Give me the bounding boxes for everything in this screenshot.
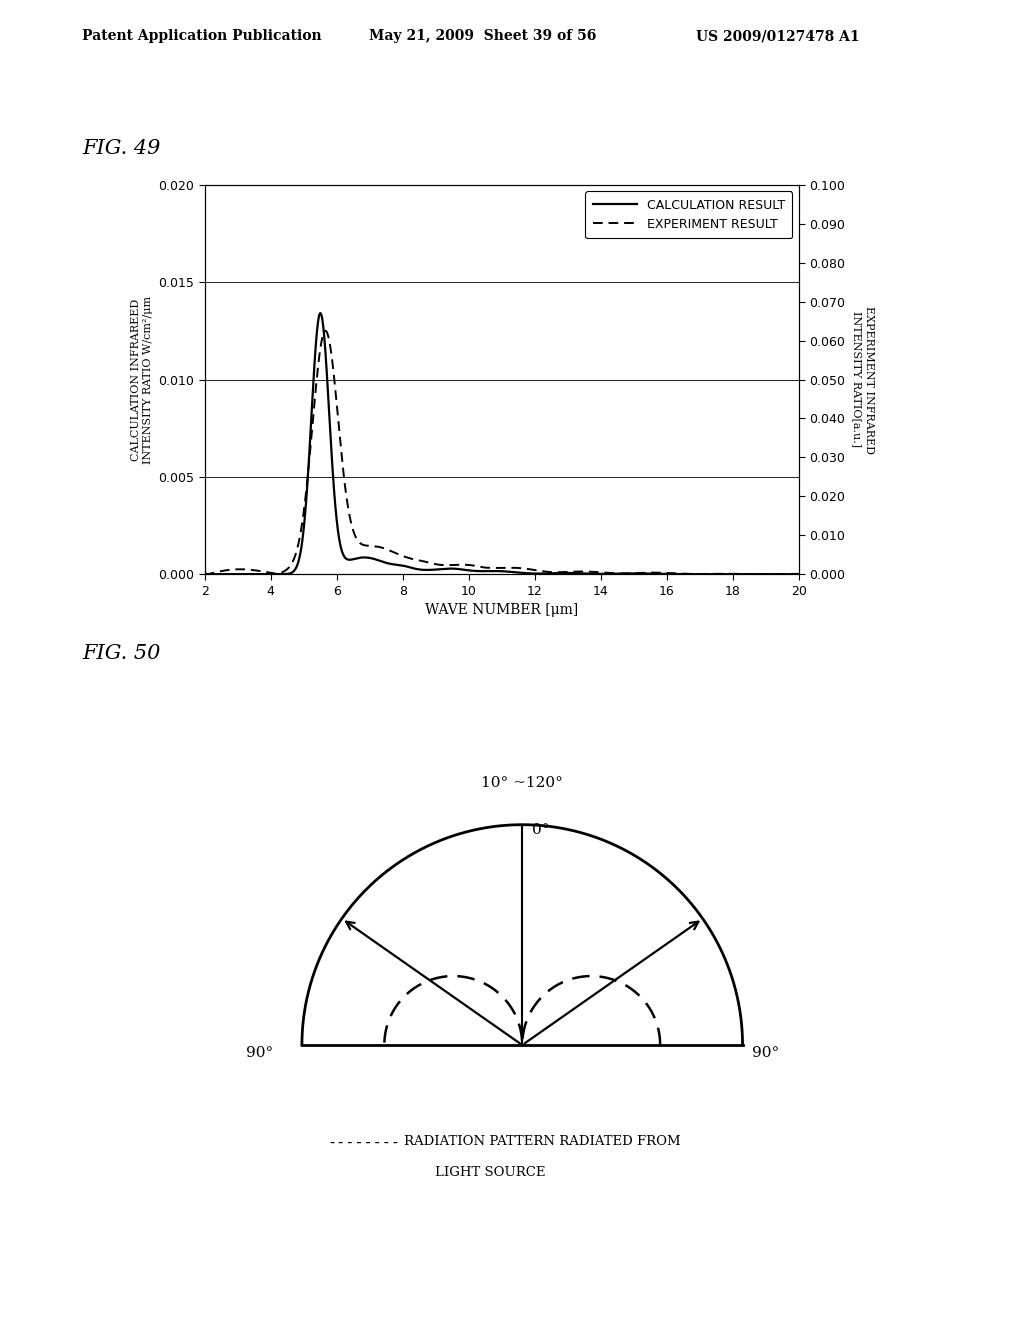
CALCULATION RESULT	[717, 566, 729, 582]
Line: CALCULATION RESULT: CALCULATION RESULT	[205, 313, 799, 574]
CALCULATION RESULT	[302, 470, 314, 486]
CALCULATION RESULT	[199, 566, 211, 582]
CALCULATION RESULT	[314, 305, 327, 321]
Y-axis label: CALCULATION INFRAREED
INTENSITY RATIO W/cm²/μm: CALCULATION INFRAREED INTENSITY RATIO W/…	[131, 296, 153, 463]
CALCULATION RESULT	[427, 562, 439, 578]
Text: 90°: 90°	[246, 1045, 273, 1060]
Text: US 2009/0127478 A1: US 2009/0127478 A1	[696, 29, 860, 44]
EXPERIMENT RESULT	[781, 566, 794, 582]
X-axis label: WAVE NUMBER [μm]: WAVE NUMBER [μm]	[425, 603, 579, 618]
EXPERIMENT RESULT	[755, 566, 767, 582]
Text: 90°: 90°	[753, 1045, 779, 1060]
EXPERIMENT RESULT	[199, 565, 211, 581]
CALCULATION RESULT	[453, 561, 465, 577]
EXPERIMENT RESULT	[453, 557, 465, 573]
Text: 10° ~120°: 10° ~120°	[481, 776, 563, 791]
EXPERIMENT RESULT	[793, 566, 805, 582]
CALCULATION RESULT	[793, 566, 805, 582]
Text: FIG. 49: FIG. 49	[82, 139, 161, 157]
Line: EXPERIMENT RESULT: EXPERIMENT RESULT	[205, 331, 799, 574]
CALCULATION RESULT	[781, 566, 794, 582]
Text: --------: --------	[328, 1135, 400, 1150]
Text: FIG. 50: FIG. 50	[82, 644, 161, 663]
EXPERIMENT RESULT	[319, 323, 332, 339]
EXPERIMENT RESULT	[717, 566, 729, 582]
EXPERIMENT RESULT	[266, 565, 279, 581]
Text: RADIATION PATTERN RADIATED FROM: RADIATION PATTERN RADIATED FROM	[404, 1135, 681, 1148]
CALCULATION RESULT	[266, 566, 279, 582]
Text: LIGHT SOURCE: LIGHT SOURCE	[435, 1166, 546, 1179]
EXPERIMENT RESULT	[302, 467, 314, 483]
Text: Patent Application Publication: Patent Application Publication	[82, 29, 322, 44]
Text: May 21, 2009  Sheet 39 of 56: May 21, 2009 Sheet 39 of 56	[369, 29, 596, 44]
Legend: CALCULATION RESULT, EXPERIMENT RESULT: CALCULATION RESULT, EXPERIMENT RESULT	[586, 191, 793, 239]
EXPERIMENT RESULT	[427, 556, 439, 572]
Text: 0°: 0°	[531, 822, 549, 837]
Y-axis label: EXPERIMENT INFRARED
INTENSITY RATIO[a.u.]: EXPERIMENT INFRARED INTENSITY RATIO[a.u.…	[852, 305, 873, 454]
